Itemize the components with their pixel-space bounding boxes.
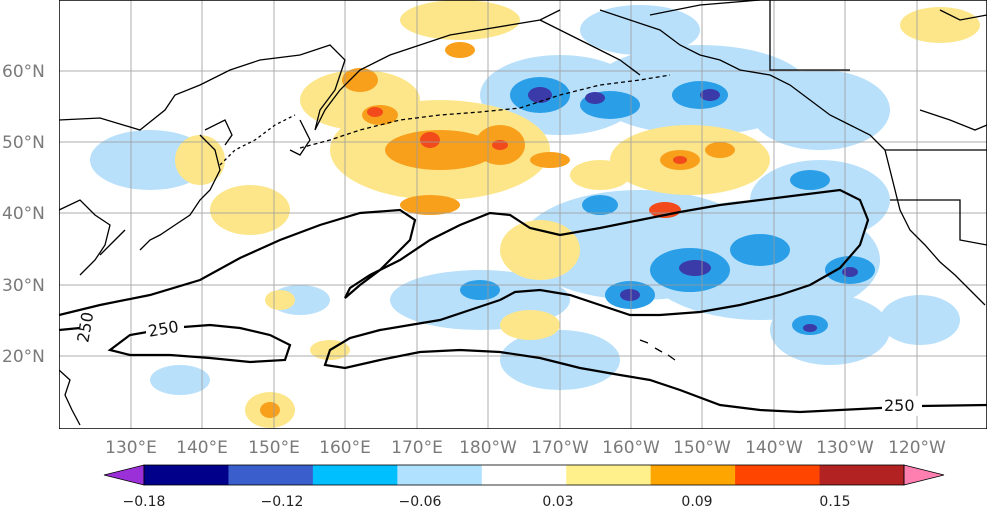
colorbar-cell [481, 465, 567, 485]
colorbar-tick-label: 0.15 [819, 494, 850, 510]
colorbar-tick-label: −0.12 [261, 494, 304, 510]
lon-label: 140°W [745, 438, 803, 458]
colorbar-frame [143, 464, 905, 486]
lon-label: 130°W [816, 438, 874, 458]
lon-label: 120°W [888, 438, 946, 458]
lon-label: 170°W [531, 438, 589, 458]
longitude-labels: 130°E 140°E 150°E 160°E 170°E 180°W 170°… [105, 438, 946, 458]
colorbar-cell [650, 465, 736, 485]
contour-labels: 250 250 250 [73, 311, 922, 416]
colorbar-cell [819, 465, 905, 485]
lon-label: 160°W [602, 438, 660, 458]
lon-label: 180°W [459, 438, 517, 458]
colorbar-tick-label: 0.09 [681, 494, 712, 510]
colorbar-cell [312, 465, 398, 485]
colorbar-cell [397, 465, 483, 485]
colorbar-tick-label: −0.06 [399, 494, 442, 510]
lon-label: 170°E [391, 438, 443, 458]
latitude-labels: 60°N 50°N 40°N 30°N 20°N [2, 62, 45, 367]
colorbar-tick-label: −0.18 [123, 494, 166, 510]
colorbar-extend-min [103, 464, 145, 486]
contour-label: 250 [884, 396, 915, 415]
colorbar-tick-labels: −0.18 −0.12 −0.06 0.03 0.09 0.15 [123, 494, 851, 510]
lon-label: 150°W [673, 438, 731, 458]
colorbar-tick-label: 0.03 [542, 494, 573, 510]
colorbar-extend-max [903, 464, 945, 486]
colorbar-cell [566, 465, 652, 485]
lon-label: 140°E [176, 438, 228, 458]
coastlines [59, 0, 987, 426]
colorbar-cell [144, 465, 229, 485]
mid-positive-areas [260, 42, 735, 418]
colorbar-cell [735, 465, 821, 485]
lat-label: 20°N [2, 347, 45, 367]
colorbar-cells [103, 464, 945, 486]
lat-label: 30°N [2, 276, 45, 296]
lon-label: 130°E [105, 438, 157, 458]
lat-label: 50°N [2, 133, 45, 153]
colorbar: −0.18 −0.12 −0.06 0.03 0.09 0.15 [103, 464, 945, 510]
lat-label: 60°N [2, 62, 45, 82]
map-panel: 250 250 250 [59, 0, 987, 429]
colorbar-cell [228, 465, 314, 485]
lon-label: 160°E [319, 438, 371, 458]
lon-label: 150°E [248, 438, 300, 458]
lat-label: 40°N [2, 204, 45, 224]
